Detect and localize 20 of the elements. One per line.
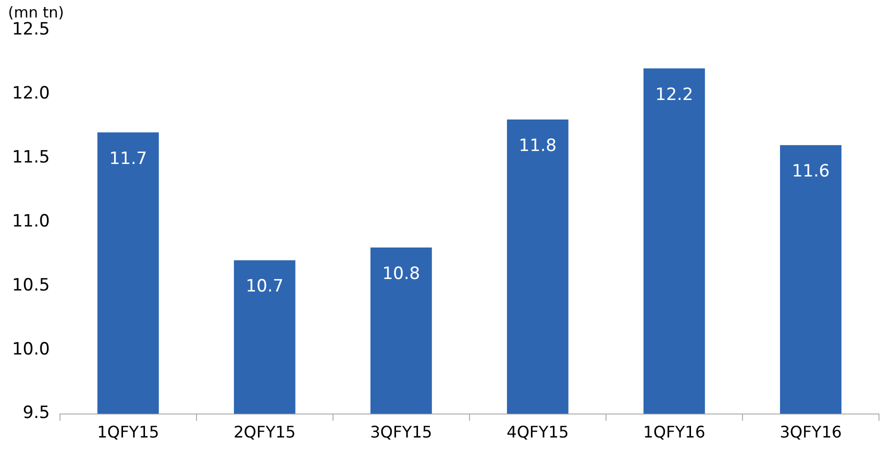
x-tick-label: 1QFY15	[97, 422, 160, 442]
x-tick-label: 3QFY16	[780, 422, 842, 442]
y-tick-label: 12.5	[12, 19, 50, 40]
data-label: 11.7	[109, 148, 148, 169]
data-label: 12.2	[655, 84, 694, 105]
x-tick-label: 1QFY16	[643, 422, 706, 442]
y-tick-label: 12.0	[12, 83, 50, 104]
y-tick-label: 11.0	[12, 211, 50, 232]
data-label: 10.8	[382, 264, 420, 284]
y-tick-label: 10.0	[12, 339, 50, 360]
x-tick-label: 3QFY15	[370, 422, 432, 442]
y-tick-label: 9.5	[22, 403, 50, 424]
data-label: 10.7	[246, 276, 284, 297]
y-tick-label: 11.5	[12, 147, 50, 168]
y-axis-title: (mn tn)	[8, 3, 64, 22]
x-tick-label: 4QFY15	[506, 422, 569, 442]
y-tick-label: 10.5	[12, 275, 50, 296]
data-label: 11.6	[792, 162, 830, 182]
x-tick-label: 2QFY15	[234, 422, 296, 442]
data-label: 11.8	[518, 136, 557, 156]
